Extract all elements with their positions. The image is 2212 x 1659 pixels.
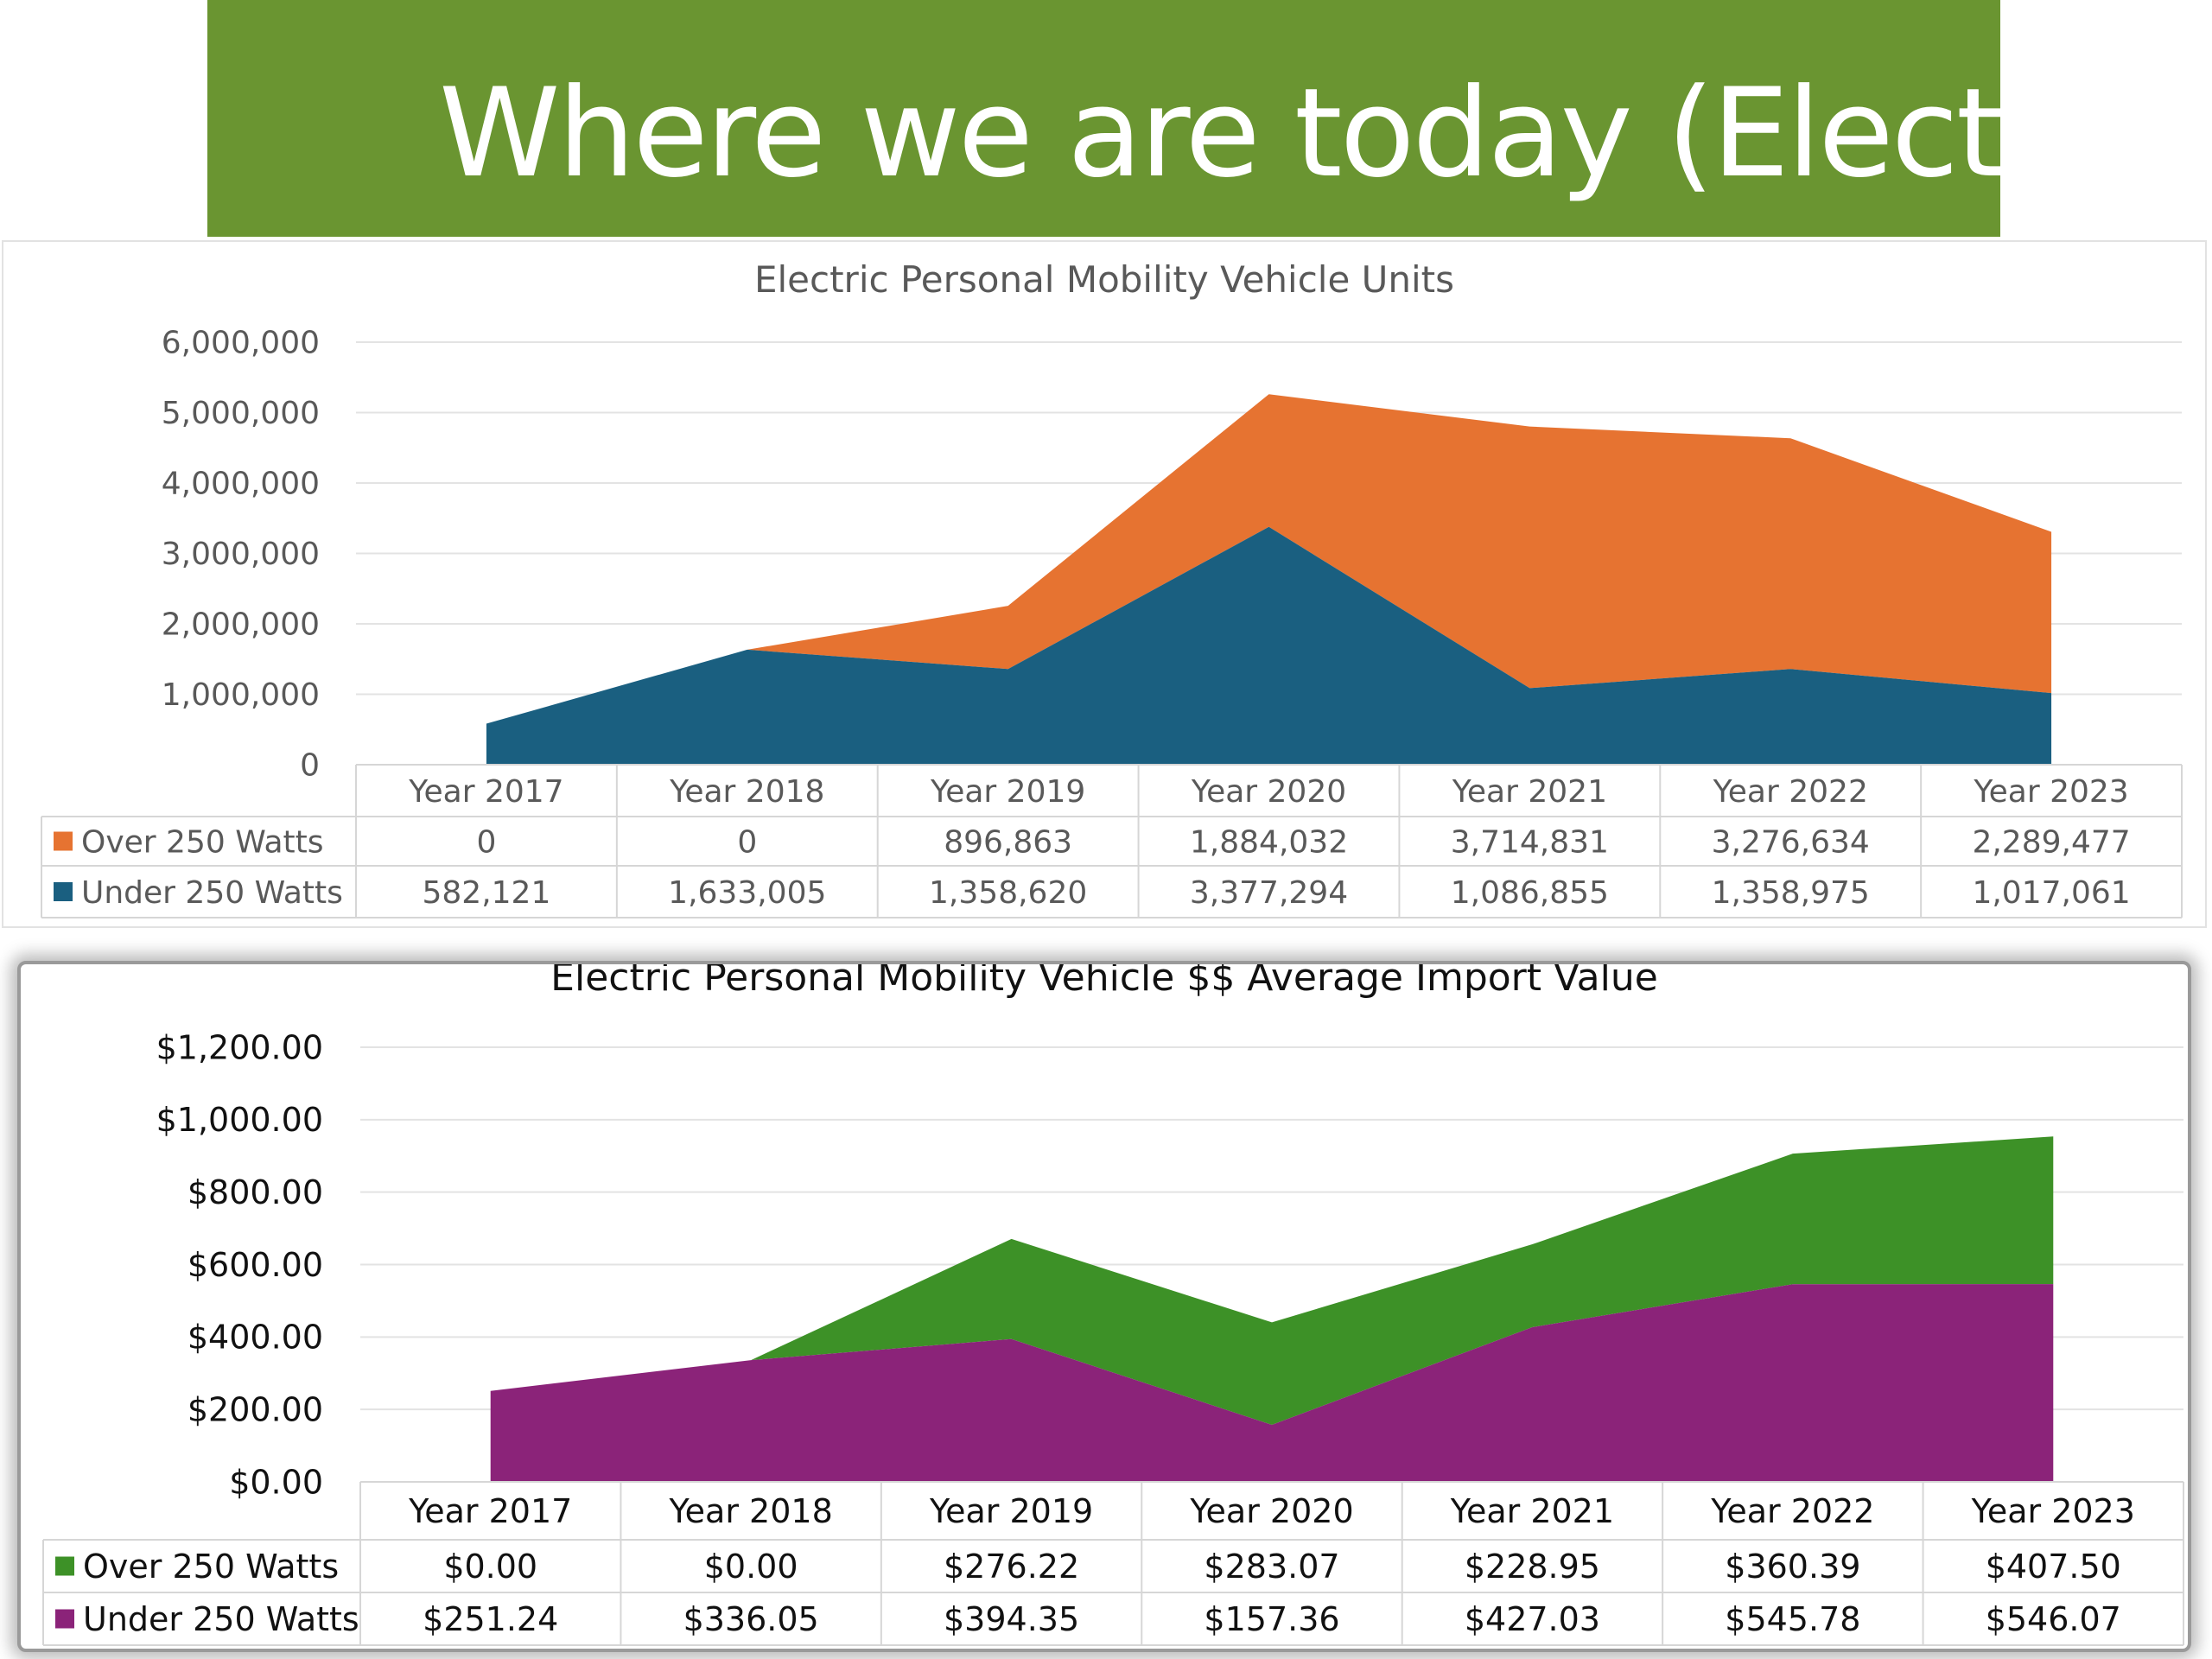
- chart-title: Electric Personal Mobility Vehicle $$ Av…: [550, 964, 1658, 1000]
- x-category-label: Year 2020: [1189, 1492, 1353, 1530]
- x-category-label: Year 2017: [408, 774, 563, 810]
- data-label: 1,358,620: [929, 875, 1087, 911]
- x-category-label: Year 2021: [1452, 774, 1607, 810]
- y-tick-label: $200.00: [188, 1390, 323, 1428]
- area-series-over-250-watts: [490, 1136, 2054, 1426]
- import-value-chart: Electric Personal Mobility Vehicle $$ Av…: [42, 964, 2184, 1646]
- legend-swatch: [54, 831, 73, 851]
- data-label: 3,377,294: [1190, 875, 1348, 911]
- data-label: $0.00: [704, 1548, 798, 1586]
- area-series-under-250-watts: [486, 526, 2052, 765]
- x-category-label: Year 2018: [669, 1492, 833, 1530]
- import-value-chart-panel: Electric Personal Mobility Vehicle $$ Av…: [17, 961, 2191, 1652]
- data-label: 1,086,855: [1451, 875, 1609, 911]
- title-banner: Where we are today (Electric): [207, 0, 2194, 237]
- data-label: $228.95: [1465, 1548, 1600, 1586]
- area-series-under-250-watts: [490, 1284, 2054, 1482]
- data-label: $360.39: [1725, 1548, 1860, 1586]
- slide-title: Where we are today (Electric): [439, 62, 2194, 205]
- data-label: $546.07: [1986, 1600, 2121, 1638]
- legend-label: Under 250 Watts: [81, 875, 343, 911]
- units-chart-panel: Electric Personal Mobility Vehicle Units…: [2, 240, 2207, 928]
- data-label: 1,358,975: [1712, 875, 1870, 911]
- x-category-label: Year 2020: [1191, 774, 1346, 810]
- y-tick-label: $0.00: [229, 1463, 323, 1501]
- x-category-label: Year 2022: [1710, 1492, 1874, 1530]
- x-category-label: Year 2018: [669, 774, 824, 810]
- y-tick-label: 1,000,000: [162, 677, 320, 713]
- y-tick-label: $400.00: [188, 1319, 323, 1357]
- legend-label: Over 250 Watts: [81, 824, 324, 860]
- data-label: 2,289,477: [1972, 824, 2130, 860]
- data-label: $336.05: [683, 1600, 819, 1638]
- data-label: $545.78: [1725, 1600, 1860, 1638]
- area-series-over-250-watts: [486, 394, 2052, 724]
- data-label: $157.36: [1204, 1600, 1339, 1638]
- legend-label: Over 250 Watts: [83, 1548, 339, 1586]
- data-label: 3,276,634: [1712, 824, 1870, 860]
- data-label: 582,121: [422, 875, 550, 911]
- y-tick-label: $800.00: [188, 1173, 323, 1211]
- chart-title: Electric Personal Mobility Vehicle Units: [754, 258, 1454, 301]
- legend-swatch: [55, 1556, 74, 1576]
- data-label: 1,884,032: [1190, 824, 1348, 860]
- x-category-label: Year 2023: [1971, 1492, 2135, 1530]
- data-label: 0: [476, 824, 496, 860]
- legend-label: Under 250 Watts: [83, 1600, 359, 1638]
- x-category-label: Year 2019: [930, 774, 1085, 810]
- y-tick-label: $600.00: [188, 1246, 323, 1284]
- y-tick-label: 4,000,000: [162, 467, 320, 502]
- data-label: $394.35: [944, 1600, 1079, 1638]
- data-label: 0: [737, 824, 757, 860]
- units-chart: Electric Personal Mobility Vehicle Units…: [41, 258, 2183, 918]
- x-category-label: Year 2017: [408, 1492, 572, 1530]
- data-label: 3,714,831: [1451, 824, 1609, 860]
- x-category-label: Year 2019: [929, 1492, 1093, 1530]
- data-label: $283.07: [1204, 1548, 1339, 1586]
- x-category-label: Year 2021: [1450, 1492, 1614, 1530]
- data-label: 1,017,061: [1972, 875, 2130, 911]
- y-tick-label: 2,000,000: [162, 607, 320, 643]
- y-tick-label: 0: [300, 748, 320, 784]
- data-label: 1,633,005: [668, 875, 826, 911]
- legend-swatch: [55, 1609, 74, 1629]
- y-tick-label: 3,000,000: [162, 537, 320, 572]
- legend-swatch: [54, 882, 73, 901]
- data-label: $276.22: [944, 1548, 1079, 1586]
- data-label: 896,863: [944, 824, 1072, 860]
- data-label: $427.03: [1465, 1600, 1600, 1638]
- x-category-label: Year 2023: [1973, 774, 2128, 810]
- x-category-label: Year 2022: [1713, 774, 1868, 810]
- data-label: $0.00: [443, 1548, 537, 1586]
- y-tick-label: 5,000,000: [162, 396, 320, 431]
- data-label: $407.50: [1986, 1548, 2121, 1586]
- y-tick-label: $1,000.00: [156, 1101, 323, 1139]
- y-tick-label: $1,200.00: [156, 1028, 323, 1066]
- data-label: $251.24: [423, 1600, 558, 1638]
- y-tick-label: 6,000,000: [162, 326, 320, 361]
